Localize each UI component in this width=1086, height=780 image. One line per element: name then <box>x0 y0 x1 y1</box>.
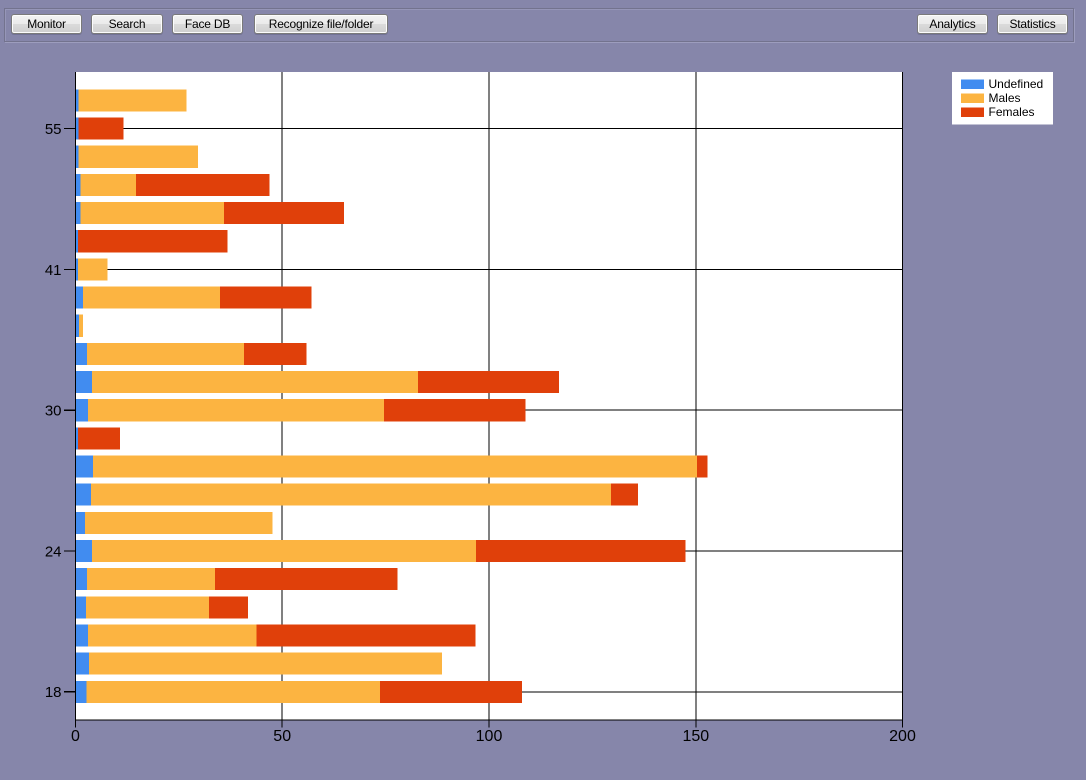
svg-text:24: 24 <box>45 543 62 560</box>
svg-text:30: 30 <box>45 403 62 420</box>
svg-text:100: 100 <box>476 728 503 745</box>
svg-text:Males: Males <box>989 91 1021 105</box>
svg-text:200: 200 <box>889 728 916 745</box>
svg-text:18: 18 <box>45 684 62 701</box>
svg-text:150: 150 <box>682 728 709 745</box>
svg-text:41: 41 <box>45 262 62 279</box>
svg-text:Females: Females <box>989 105 1035 119</box>
svg-text:Undefined: Undefined <box>989 77 1044 91</box>
svg-text:50: 50 <box>273 728 291 745</box>
svg-text:0: 0 <box>71 728 80 745</box>
svg-text:55: 55 <box>45 121 62 138</box>
